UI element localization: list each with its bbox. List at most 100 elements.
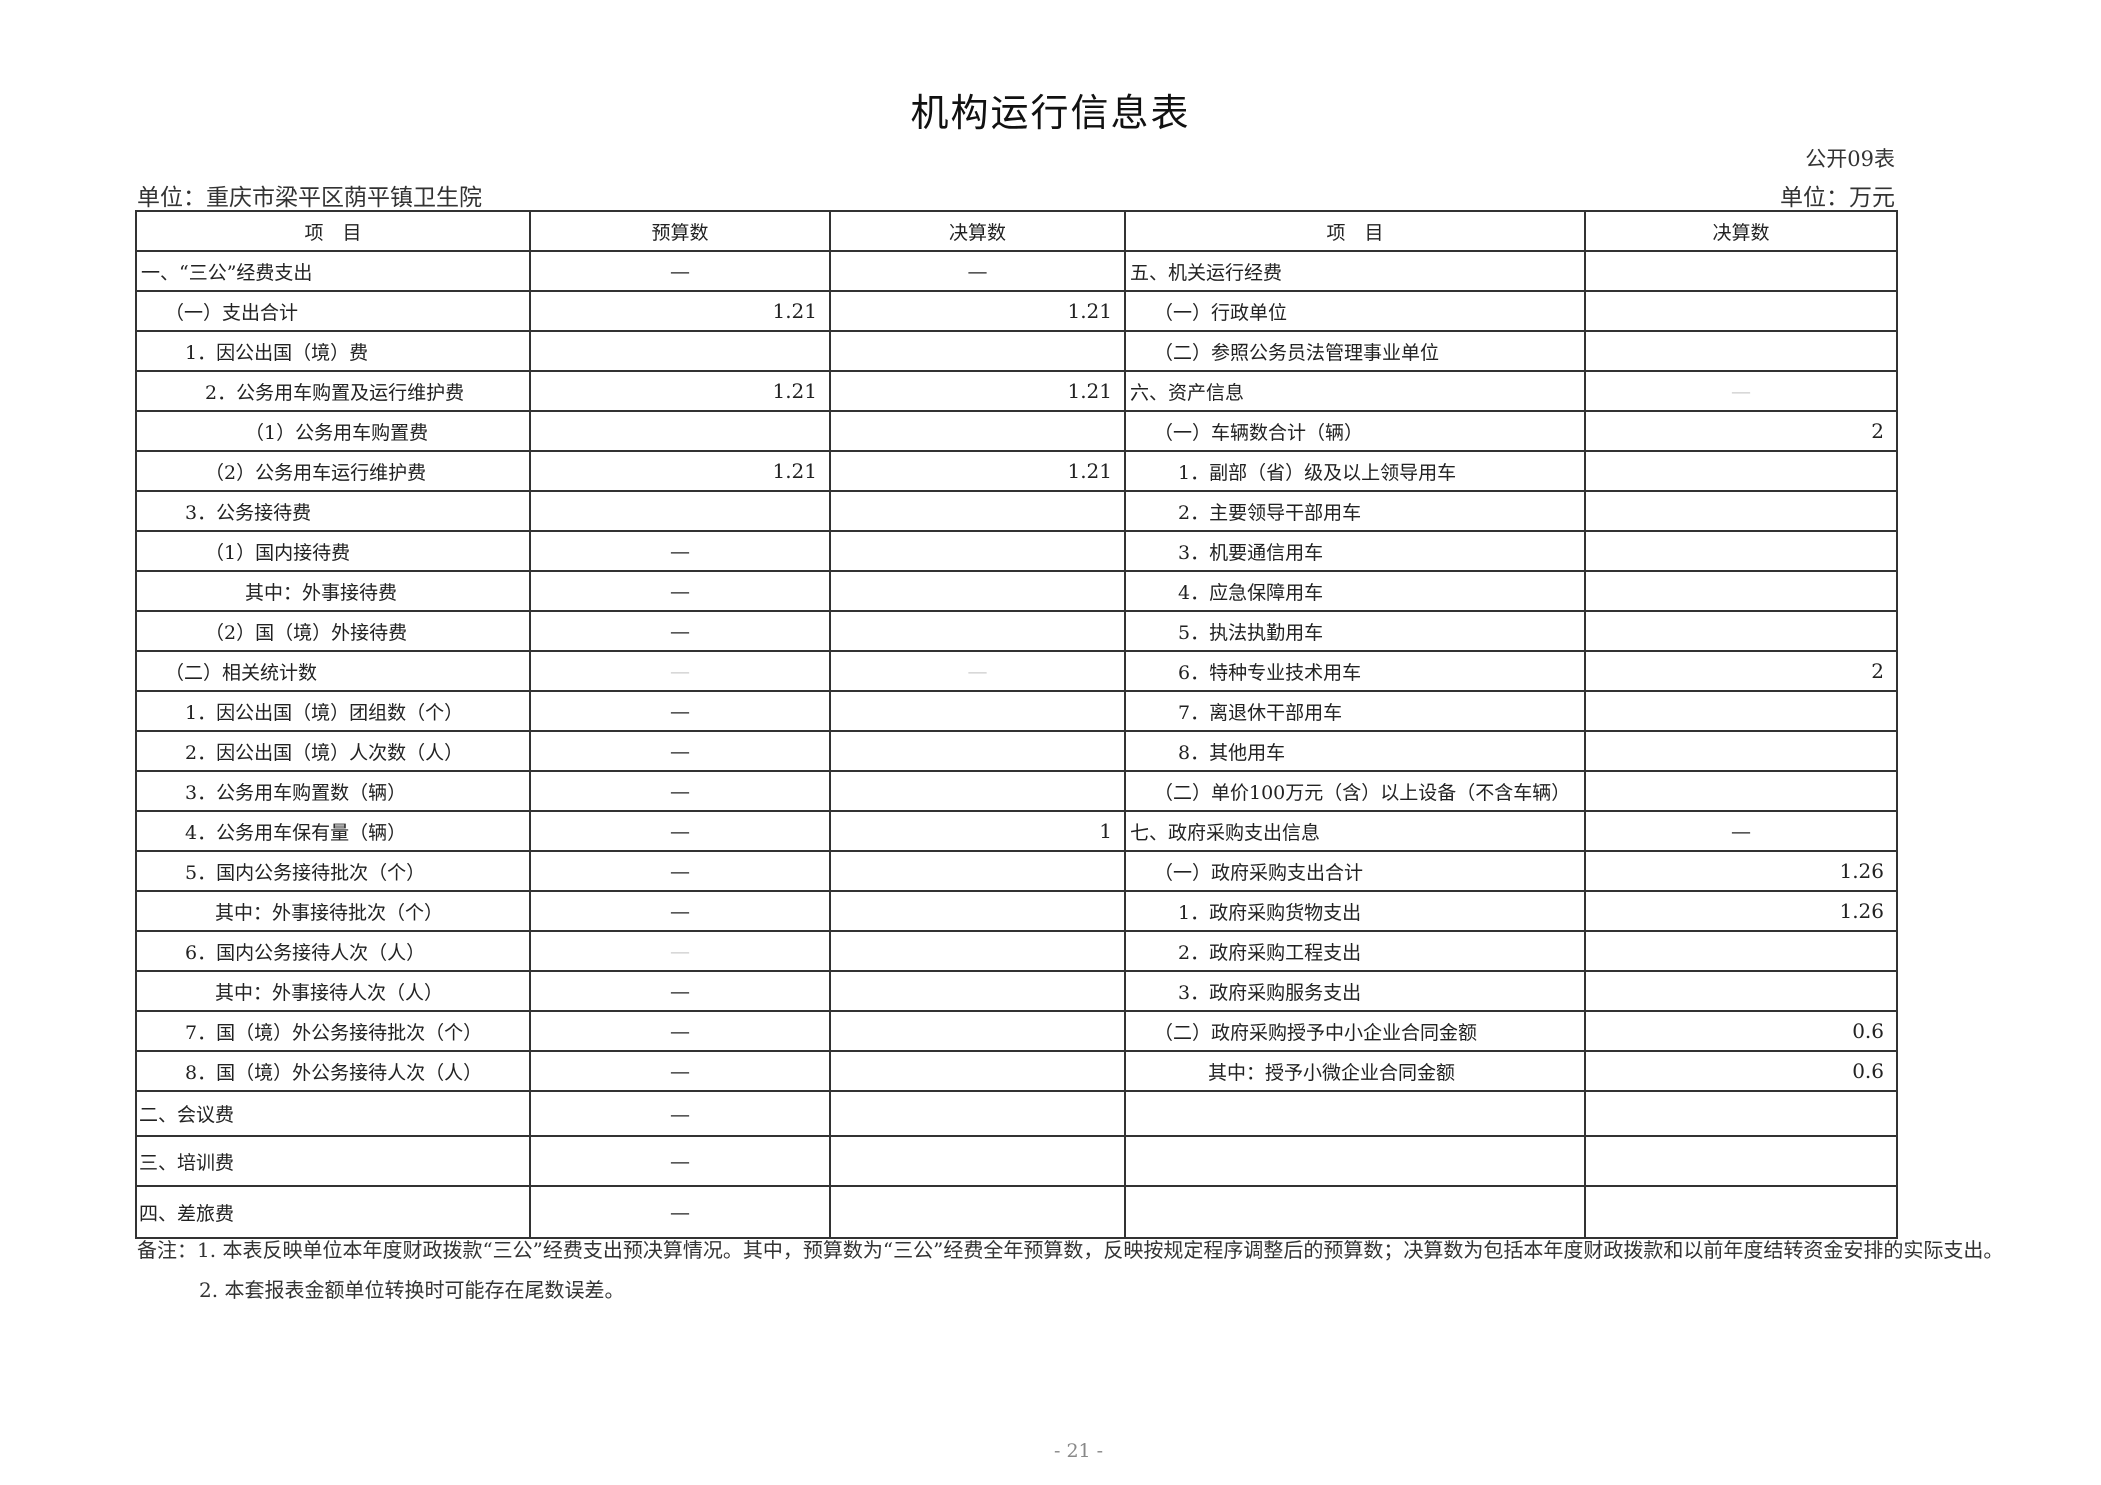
table-row: 二、会议费 — xyxy=(135,1090,1898,1137)
cell-right-item: 5．执法执勤用车 xyxy=(1124,610,1586,652)
cell-final: 1.21 xyxy=(829,370,1126,412)
cell-right-item: （二）单价100万元（含）以上设备（不含车辆） xyxy=(1124,770,1586,812)
cell-right-item: 7．离退休干部用车 xyxy=(1124,690,1586,732)
cell-left-item: 7．国（境）外公务接待批次（个） xyxy=(135,1010,531,1052)
cell-left-item: 二、会议费 xyxy=(135,1090,531,1137)
cell-right-item: 1．副部（省）级及以上领导用车 xyxy=(1124,450,1586,492)
cell-final xyxy=(829,890,1126,932)
note-1: 备注：1. 本表反映单位本年度财政拨款“三公”经费支出预决算情况。其中，预算数为… xyxy=(137,1238,2004,1262)
cell-budget: 1.21 xyxy=(529,290,831,332)
cell-right-item: 6．特种专业技术用车 xyxy=(1124,650,1586,692)
cell-left-item: （1）国内接待费 xyxy=(135,530,531,572)
cell-budget: — xyxy=(529,970,831,1012)
table-row: 三、培训费 — xyxy=(135,1135,1898,1187)
cell-final xyxy=(829,410,1126,452)
cell-left-item: 6．国内公务接待人次（人） xyxy=(135,930,531,972)
cell-budget: — xyxy=(529,850,831,892)
page-title: 机构运行信息表 xyxy=(910,91,1191,135)
cell-final xyxy=(829,570,1126,612)
header-left-item: 项 目 xyxy=(135,210,531,252)
cell-budget: — xyxy=(529,1090,831,1137)
cell-final xyxy=(829,690,1126,732)
cell-final xyxy=(829,970,1126,1012)
cell-final xyxy=(829,1050,1126,1092)
cell-budget: — xyxy=(529,250,831,292)
cell-right-final: 2 xyxy=(1584,410,1898,452)
cell-final xyxy=(829,770,1126,812)
cell-left-item: （2）公务用车运行维护费 xyxy=(135,450,531,492)
cell-final xyxy=(829,930,1126,972)
cell-left-item: （1）公务用车购置费 xyxy=(135,410,531,452)
cell-right-item xyxy=(1124,1185,1586,1239)
cell-budget: — xyxy=(529,650,831,692)
cell-right-item: 七、政府采购支出信息 xyxy=(1124,810,1586,852)
cell-left-item: 其中：外事接待人次（人） xyxy=(135,970,531,1012)
cell-budget: — xyxy=(529,930,831,972)
cell-right-item: 其中：授予小微企业合同金额 xyxy=(1124,1050,1586,1092)
cell-budget xyxy=(529,410,831,452)
cell-budget: — xyxy=(529,1010,831,1052)
cell-right-item xyxy=(1124,1135,1586,1187)
header-budget: 预算数 xyxy=(529,210,831,252)
cell-final xyxy=(829,1185,1126,1239)
cell-left-item: 3．公务接待费 xyxy=(135,490,531,532)
cell-left-item: 4．公务用车保有量（辆） xyxy=(135,810,531,852)
table-row: （2）国（境）外接待费 — 5．执法执勤用车 xyxy=(135,610,1898,652)
cell-final: 1 xyxy=(829,810,1126,852)
cell-right-final xyxy=(1584,730,1898,772)
cell-final xyxy=(829,850,1126,892)
cell-left-item: 5．国内公务接待批次（个） xyxy=(135,850,531,892)
cell-right-item: （二）政府采购授予中小企业合同金额 xyxy=(1124,1010,1586,1052)
cell-budget: — xyxy=(529,1185,831,1239)
cell-final xyxy=(829,330,1126,372)
cell-right-item: （二）参照公务员法管理事业单位 xyxy=(1124,330,1586,372)
cell-right-item: （一）行政单位 xyxy=(1124,290,1586,332)
cell-right-item: 8．其他用车 xyxy=(1124,730,1586,772)
cell-final xyxy=(829,730,1126,772)
table-row: 其中：外事接待批次（个） — 1．政府采购货物支出 1.26 xyxy=(135,890,1898,932)
cell-left-item: 1．因公出国（境）费 xyxy=(135,330,531,372)
cell-left-item: 其中：外事接待费 xyxy=(135,570,531,612)
cell-budget: — xyxy=(529,570,831,612)
cell-final: 1.21 xyxy=(829,290,1126,332)
cell-right-final xyxy=(1584,290,1898,332)
cell-left-item: 其中：外事接待批次（个） xyxy=(135,890,531,932)
cell-left-item: （一）支出合计 xyxy=(135,290,531,332)
cell-right-item: 1．政府采购货物支出 xyxy=(1124,890,1586,932)
table-row: 其中：外事接待费 — 4．应急保障用车 xyxy=(135,570,1898,612)
cell-right-item: 六、资产信息 xyxy=(1124,370,1586,412)
table-row: 3．公务用车购置数（辆） — （二）单价100万元（含）以上设备（不含车辆） xyxy=(135,770,1898,812)
notes: 备注：1. 本表反映单位本年度财政拨款“三公”经费支出预决算情况。其中，预算数为… xyxy=(137,1230,2037,1310)
form-number: 公开09表 xyxy=(1805,147,1895,171)
cell-right-final xyxy=(1584,690,1898,732)
cell-budget: — xyxy=(529,810,831,852)
table-row: （1）国内接待费 — 3．机要通信用车 xyxy=(135,530,1898,572)
table-row: （二）相关统计数 — —6．特种专业技术用车 2 xyxy=(135,650,1898,692)
table-row: 3．公务接待费 2．主要领导干部用车 xyxy=(135,490,1898,532)
cell-right-final xyxy=(1584,970,1898,1012)
table-row: 1．因公出国（境）费 （二）参照公务员法管理事业单位 xyxy=(135,330,1898,372)
cell-final: 1.21 xyxy=(829,450,1126,492)
table-row: 2．公务用车购置及运行维护费 1.21 1.21 六、资产信息 — xyxy=(135,370,1898,412)
cell-right-final xyxy=(1584,610,1898,652)
cell-budget xyxy=(529,490,831,532)
cell-budget: — xyxy=(529,890,831,932)
cell-final: — xyxy=(829,250,1126,292)
table-row: 一、“三公”经费支出 — — 五、机关运行经费 xyxy=(135,250,1898,292)
cell-left-item: 2．公务用车购置及运行维护费 xyxy=(135,370,531,412)
cell-right-item: 3．机要通信用车 xyxy=(1124,530,1586,572)
table-row: 其中：外事接待人次（人） — 3．政府采购服务支出 xyxy=(135,970,1898,1012)
cell-right-final xyxy=(1584,1090,1898,1137)
cell-right-final xyxy=(1584,530,1898,572)
cell-budget: 1.21 xyxy=(529,450,831,492)
cell-right-final xyxy=(1584,250,1898,292)
table-row: （一）支出合计 1.21 1.21 （一）行政单位 xyxy=(135,290,1898,332)
cell-right-final: 1.26 xyxy=(1584,890,1898,932)
organization-unit: 单位：重庆市梁平区荫平镇卫生院 xyxy=(137,185,482,211)
cell-final xyxy=(829,1010,1126,1052)
cell-right-final: 0.6 xyxy=(1584,1010,1898,1052)
table-row: 1．因公出国（境）团组数（个） — 7．离退休干部用车 xyxy=(135,690,1898,732)
cell-final xyxy=(829,530,1126,572)
cell-right-final xyxy=(1584,330,1898,372)
cell-final xyxy=(829,490,1126,532)
